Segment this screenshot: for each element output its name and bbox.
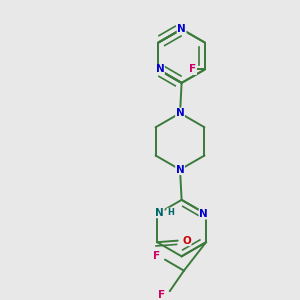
Text: N: N: [176, 165, 184, 175]
Text: N: N: [199, 209, 208, 219]
Text: F: F: [158, 290, 165, 300]
Text: F: F: [189, 64, 197, 74]
Text: O: O: [182, 236, 191, 246]
Text: H: H: [167, 208, 174, 217]
Text: N: N: [177, 24, 186, 34]
Text: N: N: [155, 208, 164, 218]
Text: F: F: [154, 251, 160, 261]
Text: N: N: [176, 108, 184, 118]
Text: N: N: [155, 64, 164, 74]
